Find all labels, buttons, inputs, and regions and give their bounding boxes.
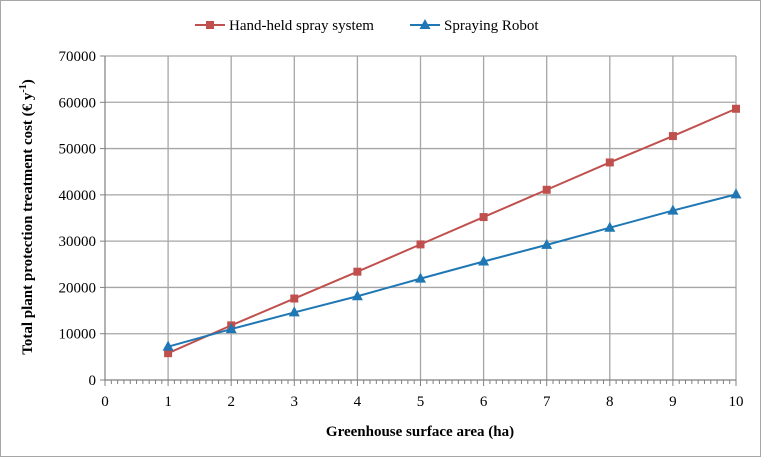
data-point	[353, 267, 362, 276]
y-tick-label: 0	[89, 373, 97, 389]
y-axis-title-close: )	[20, 79, 36, 84]
legend-label: Hand-held spray system	[229, 18, 374, 34]
data-point	[732, 104, 740, 113]
data-point	[164, 349, 173, 358]
y-tick-label: 20000	[59, 280, 97, 296]
series-group	[162, 104, 742, 358]
data-point	[351, 290, 363, 301]
y-tick-label: 60000	[59, 95, 97, 111]
legend-item: Hand-held spray system	[195, 18, 374, 34]
y-tick-label: 30000	[59, 234, 97, 250]
series-line	[167, 193, 737, 348]
data-point	[415, 272, 426, 283]
series-line	[167, 107, 737, 355]
axes: 0 10000 20000 30000 40000 50000 60000 70000 0 1 2 3…	[59, 49, 744, 410]
data-point	[416, 240, 425, 249]
data-point	[478, 255, 490, 266]
y-tick-label: 70000	[59, 49, 97, 65]
y-tick-label: 40000	[59, 188, 97, 204]
y-axis-title: Total plant protection treatment cost (€…	[18, 79, 36, 355]
x-axis-title: Greenhouse surface area (ha)	[326, 424, 514, 440]
data-point	[225, 323, 237, 334]
data-point	[288, 306, 300, 317]
data-point	[604, 221, 616, 232]
y-axis-title-main: Total plant protection treatment cost (€…	[20, 92, 36, 355]
data-point	[542, 185, 551, 194]
grid-lines	[105, 55, 737, 380]
x-tick-label: 10	[729, 394, 744, 410]
x-tick-label: 8	[606, 394, 614, 410]
x-tick-label: 5	[417, 394, 425, 410]
x-tick-label: 6	[480, 394, 488, 410]
legend: Hand-held spray system Spraying Robot	[195, 18, 539, 34]
data-point	[668, 132, 677, 141]
x-tick-label: 9	[669, 394, 677, 410]
x-tick-label: 1	[164, 394, 172, 410]
y-tick-label: 10000	[59, 327, 97, 343]
data-point	[162, 340, 174, 351]
data-point	[730, 188, 742, 199]
x-tick-label: 7	[543, 394, 551, 410]
x-tick-label: 0	[101, 394, 109, 410]
data-point	[605, 158, 614, 167]
legend-marker	[206, 21, 214, 29]
data-point	[667, 204, 679, 215]
y-tick-label: 50000	[59, 142, 97, 158]
x-tick-label: 4	[354, 394, 362, 410]
legend-marker	[419, 19, 431, 29]
data-point	[290, 294, 299, 303]
series-triangle	[162, 188, 742, 351]
series-square	[164, 104, 740, 358]
y-axis-title-sup: -1	[18, 84, 29, 92]
data-point	[541, 238, 553, 249]
x-tick-label: 3	[291, 394, 299, 410]
legend-item: Spraying Robot	[410, 18, 539, 34]
x-tick-label: 2	[227, 394, 235, 410]
data-point	[479, 213, 488, 222]
legend-label: Spraying Robot	[444, 18, 539, 34]
